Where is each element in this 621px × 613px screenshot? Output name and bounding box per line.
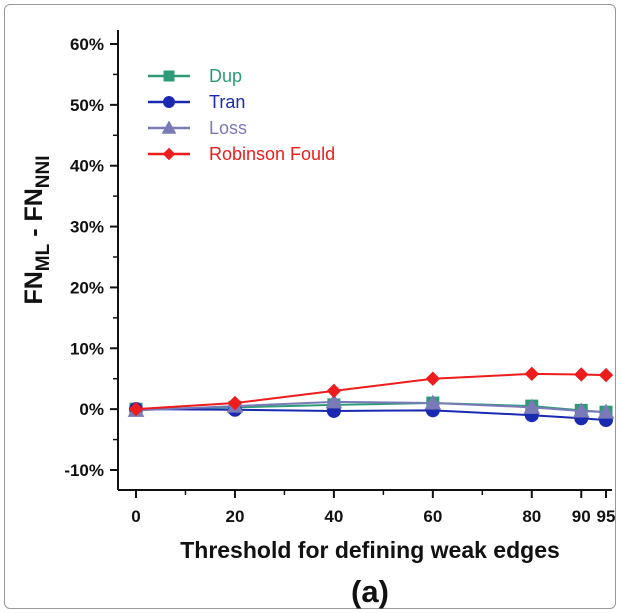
x-tick-label: 80 (522, 507, 541, 526)
legend-marker (163, 70, 175, 82)
data-point (425, 371, 441, 386)
series-robinson-fould (128, 366, 614, 417)
y-axis-title-sub1: ML (33, 243, 54, 271)
legend-label: Dup (209, 66, 242, 86)
data-point (523, 398, 541, 414)
y-axis-title: FNML - FNNNI (20, 155, 54, 304)
data-point (524, 366, 539, 382)
x-tick-label: 0 (131, 507, 140, 526)
y-axis-title-mid: - FN (20, 188, 48, 244)
x-tick-label: 20 (225, 507, 244, 526)
y-tick-label: 60% (70, 35, 104, 54)
legend-marker (162, 147, 176, 161)
x-tick-label: 90 (572, 507, 591, 526)
x-tick-label: 40 (324, 507, 343, 526)
data-point (574, 367, 589, 382)
y-tick-label: 0% (79, 400, 104, 419)
y-tick-label: 40% (70, 157, 104, 176)
data-point (598, 367, 614, 383)
y-axis-title-sub2: NNI (33, 155, 54, 188)
legend-label: Robinson Fould (209, 144, 335, 164)
data-point (597, 403, 615, 419)
y-tick-label: 20% (70, 278, 104, 297)
legend-marker (161, 120, 177, 134)
x-tick-label: 60 (423, 507, 442, 526)
chart-frame (4, 4, 616, 609)
y-tick-label: 50% (70, 96, 104, 115)
y-axis-title-main: FN (20, 271, 48, 304)
data-point (128, 401, 144, 417)
legend-marker (163, 96, 175, 108)
data-point (424, 394, 442, 410)
legend-label: Tran (209, 92, 245, 112)
panel-label: (a) (351, 574, 389, 609)
x-axis-ticks: 0 20 40 60 80 90 95 (131, 490, 615, 526)
data-point (572, 402, 590, 418)
x-tick-label: 95 (597, 507, 616, 526)
legend: Dup Tran Loss Robinson Fould (148, 66, 335, 164)
x-axis-title: Threshold for defining weak edges (180, 537, 560, 563)
y-tick-label: -10% (64, 461, 104, 480)
data-point (325, 393, 343, 409)
y-tick-label: 10% (70, 339, 104, 358)
data-point (227, 395, 243, 411)
series-layer (127, 366, 615, 428)
y-axis-ticks: -10% 0% 10% 20% 30% 40% 50% 60% (64, 35, 118, 480)
y-tick-label: 30% (70, 218, 104, 237)
data-point (326, 383, 342, 399)
legend-label: Loss (209, 118, 247, 138)
